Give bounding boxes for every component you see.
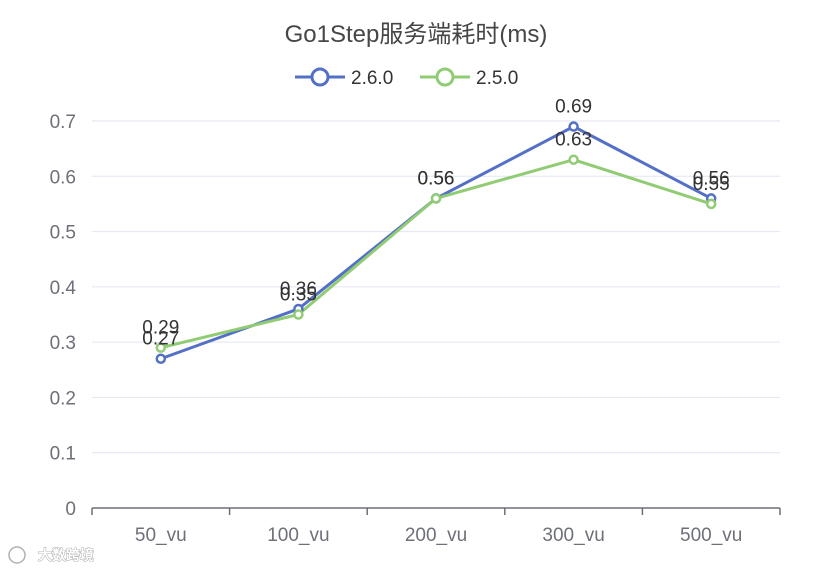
legend: 2.6.0 2.5.0 (295, 67, 518, 89)
data-label: 0.55 (693, 174, 730, 195)
y-tick-label: 0.4 (50, 278, 77, 299)
data-label: 0.27 (142, 329, 179, 350)
y-tick-label: 0.3 (50, 333, 76, 354)
x-tick-label: 100_vu (267, 525, 329, 546)
legend-marker-icon (310, 67, 330, 87)
legend-label: 2.5.0 (476, 68, 518, 89)
data-point[interactable] (568, 154, 579, 165)
legend-label: 2.6.0 (351, 68, 393, 89)
data-point[interactable] (705, 198, 717, 210)
data-label: 0.56 (418, 168, 455, 189)
x-tick-label: 300_vu (542, 525, 604, 546)
watermark-logo-icon (8, 546, 26, 564)
data-label: 0.36 (280, 279, 317, 300)
y-tick-label: 0.1 (50, 444, 76, 465)
watermark: 大数跨境 (8, 546, 94, 564)
x-axis: 50_vu 100_vu 200_vu 300_vu 500_vu (91, 507, 781, 546)
y-tick-label: 0 (65, 499, 76, 520)
legend-marker-icon (435, 67, 455, 87)
y-axis: 0 0.1 0.2 0.3 0.4 0.5 0.6 0.7 (50, 112, 77, 520)
data-point[interactable] (155, 342, 167, 353)
legend-item-2-6-0[interactable]: 2.6.0 (295, 67, 393, 89)
data-label: 0.56 (693, 168, 730, 189)
data-label: 0.63 (555, 130, 592, 151)
data-point[interactable] (155, 353, 167, 364)
data-labels: 0.270.360.560.690.560.290.350.560.630.55 (142, 97, 729, 350)
x-tick-label: 500_vu (680, 525, 742, 546)
chart-title: Go1Step服务端耗时(ms) (285, 21, 548, 48)
watermark-text: 大数跨境 (38, 547, 94, 563)
y-tick-label: 0.5 (50, 223, 76, 244)
data-label: 0.69 (555, 97, 592, 118)
series-line-2-6-0 (160, 125, 712, 361)
data-point[interactable] (293, 309, 304, 320)
y-tick-label: 0.2 (50, 388, 76, 409)
legend-item-2-5-0[interactable]: 2.5.0 (420, 67, 518, 89)
data-point[interactable] (430, 193, 442, 204)
x-tick-label: 200_vu (405, 525, 467, 546)
data-label: 0.29 (142, 318, 179, 339)
data-label: 0.56 (418, 168, 455, 189)
data-point[interactable] (568, 121, 579, 132)
y-tick-label: 0.7 (50, 112, 76, 133)
y-tick-label: 0.6 (50, 167, 76, 188)
data-label: 0.35 (280, 285, 317, 306)
x-tick-label: 50_vu (135, 525, 187, 546)
series-layer (155, 121, 717, 364)
